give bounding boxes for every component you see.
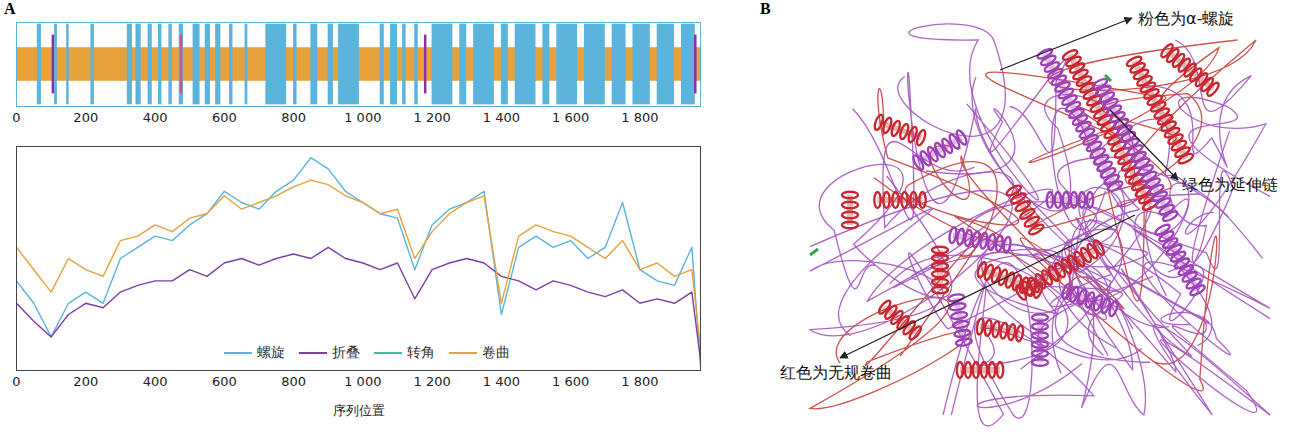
svg-text:1 600: 1 600 — [552, 110, 589, 125]
html-text:B: B — [760, 0, 771, 17]
svg-text:0: 0 — [12, 374, 20, 389]
html-text:折叠: 折叠 — [332, 344, 360, 360]
svg-text:1 800: 1 800 — [621, 374, 658, 389]
html-text:卷曲: 卷曲 — [482, 344, 510, 360]
svg-text:序列位置: 序列位置 — [333, 403, 385, 418]
svg-text:800: 800 — [281, 110, 306, 125]
svg-text:1 600: 1 600 — [552, 374, 589, 389]
svg-text:200: 200 — [73, 374, 98, 389]
svg-text:400: 400 — [143, 110, 168, 125]
svg-text:0: 0 — [12, 110, 20, 125]
svg-text:600: 600 — [212, 374, 237, 389]
html-text:转角: 转角 — [407, 344, 435, 360]
html-text:A: A — [4, 0, 16, 17]
svg-text:1 800: 1 800 — [621, 110, 658, 125]
svg-text:1 000: 1 000 — [344, 110, 381, 125]
html-text:螺旋: 螺旋 — [257, 344, 285, 360]
svg-text:1 200: 1 200 — [413, 110, 450, 125]
svg-text:1 400: 1 400 — [483, 374, 520, 389]
svg-text:绿色为延伸链: 绿色为延伸链 — [1182, 175, 1278, 194]
svg-text:1 000: 1 000 — [344, 374, 381, 389]
svg-text:1 200: 1 200 — [413, 374, 450, 389]
svg-text:200: 200 — [73, 110, 98, 125]
svg-text:400: 400 — [143, 374, 168, 389]
svg-text:600: 600 — [212, 110, 237, 125]
svg-text:800: 800 — [281, 374, 306, 389]
svg-text:粉色为α-螺旋: 粉色为α-螺旋 — [1138, 9, 1234, 28]
svg-text:1 400: 1 400 — [483, 110, 520, 125]
svg-text:红色为无规卷曲: 红色为无规卷曲 — [780, 363, 892, 382]
